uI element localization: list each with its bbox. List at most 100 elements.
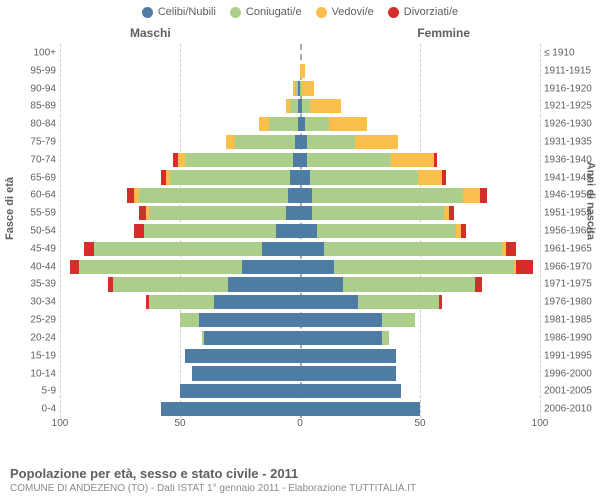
age-row: 65-691941-1945 [60, 169, 540, 187]
male-seg-coniugati [185, 153, 293, 167]
male-bar [286, 99, 300, 113]
male-seg-celibi [293, 153, 300, 167]
male-seg-coniugati [170, 170, 290, 184]
age-label: 30-34 [10, 297, 56, 308]
females-header: Femmine [417, 26, 470, 40]
female-seg-vedovi [463, 188, 480, 202]
age-label: 70-74 [10, 154, 56, 165]
male-bar [192, 366, 300, 380]
male-bar [161, 402, 300, 416]
male-seg-coniugati [144, 224, 276, 238]
male-bar [146, 295, 300, 309]
age-row: 20-241986-1990 [60, 329, 540, 347]
female-bar [300, 349, 396, 363]
birth-year-label: 1936-1940 [544, 154, 596, 165]
age-label: 20-24 [10, 332, 56, 343]
female-bar [300, 135, 398, 149]
age-label: 100+ [10, 47, 56, 58]
age-label: 40-44 [10, 261, 56, 272]
legend-item-coniugati: Coniugati/e [230, 6, 302, 18]
age-row: 90-941916-1920 [60, 80, 540, 98]
female-bar [300, 384, 401, 398]
age-label: 85-89 [10, 101, 56, 112]
birth-year-label: 1931-1935 [544, 136, 596, 147]
male-bar [180, 313, 300, 327]
age-label: 65-69 [10, 172, 56, 183]
age-row: 100+≤ 1910 [60, 44, 540, 62]
age-row: 10-141996-2000 [60, 365, 540, 383]
female-seg-celibi [300, 313, 382, 327]
female-seg-coniugati [312, 188, 463, 202]
age-label: 60-64 [10, 190, 56, 201]
male-seg-coniugati [180, 313, 199, 327]
age-row: 50-541956-1960 [60, 222, 540, 240]
age-row: 35-391971-1975 [60, 276, 540, 294]
age-label: 45-49 [10, 243, 56, 254]
birth-year-label: 1991-1995 [544, 350, 596, 361]
female-bar [300, 81, 314, 95]
male-seg-vedovi [259, 117, 269, 131]
male-seg-celibi [288, 188, 300, 202]
female-seg-coniugati [307, 135, 355, 149]
female-bar [300, 331, 389, 345]
female-seg-divorziati [439, 295, 441, 309]
age-row: 45-491961-1965 [60, 240, 540, 258]
female-seg-coniugati [382, 313, 416, 327]
male-seg-celibi [276, 224, 300, 238]
birth-year-label: 2006-2010 [544, 404, 596, 415]
age-label: 10-14 [10, 368, 56, 379]
female-bar [300, 242, 516, 256]
male-bar [70, 260, 300, 274]
male-seg-coniugati [149, 295, 214, 309]
legend-item-divorziati: Divorziati/e [388, 6, 458, 18]
female-seg-vedovi [300, 64, 305, 78]
chart-container: Celibi/NubiliConiugati/eVedovi/eDivorzia… [0, 0, 600, 500]
male-seg-divorziati [134, 224, 144, 238]
birth-year-label: 1966-1970 [544, 261, 596, 272]
female-seg-coniugati [305, 117, 329, 131]
legend-swatch-coniugati [230, 7, 241, 18]
male-seg-celibi [290, 170, 300, 184]
age-label: 55-59 [10, 208, 56, 219]
age-row: 5-92001-2005 [60, 382, 540, 400]
female-seg-divorziati [434, 153, 436, 167]
age-row: 60-641946-1950 [60, 187, 540, 205]
female-seg-celibi [300, 277, 343, 291]
male-seg-divorziati [70, 260, 80, 274]
male-seg-vedovi [226, 135, 236, 149]
female-seg-divorziati [506, 242, 516, 256]
female-bar [300, 402, 420, 416]
birth-year-label: 2001-2005 [544, 386, 596, 397]
male-bar [185, 349, 300, 363]
male-seg-coniugati [290, 99, 297, 113]
female-seg-coniugati [382, 331, 389, 345]
age-row: 25-291981-1985 [60, 311, 540, 329]
female-seg-divorziati [442, 170, 447, 184]
grid-line [540, 44, 541, 418]
female-seg-celibi [300, 153, 307, 167]
birth-year-label: 1911-1915 [544, 65, 596, 76]
male-bar [127, 188, 300, 202]
age-label: 35-39 [10, 279, 56, 290]
male-bar [108, 277, 300, 291]
female-seg-divorziati [475, 277, 482, 291]
age-row: 15-191991-1995 [60, 347, 540, 365]
birth-year-label: 1951-1955 [544, 208, 596, 219]
female-bar [300, 313, 415, 327]
males-header: Maschi [130, 26, 171, 40]
age-label: 0-4 [10, 404, 56, 415]
male-seg-coniugati [235, 135, 295, 149]
age-label: 5-9 [10, 386, 56, 397]
birth-year-label: 1956-1960 [544, 226, 596, 237]
age-row: 70-741936-1940 [60, 151, 540, 169]
male-bar [202, 331, 300, 345]
female-seg-coniugati [343, 277, 475, 291]
birth-year-label: 1921-1925 [544, 101, 596, 112]
age-label: 50-54 [10, 226, 56, 237]
legend-swatch-vedovi [316, 7, 327, 18]
age-row: 80-841926-1930 [60, 115, 540, 133]
female-seg-vedovi [418, 170, 442, 184]
female-seg-vedovi [310, 99, 341, 113]
female-bar [300, 366, 396, 380]
male-seg-celibi [262, 242, 300, 256]
